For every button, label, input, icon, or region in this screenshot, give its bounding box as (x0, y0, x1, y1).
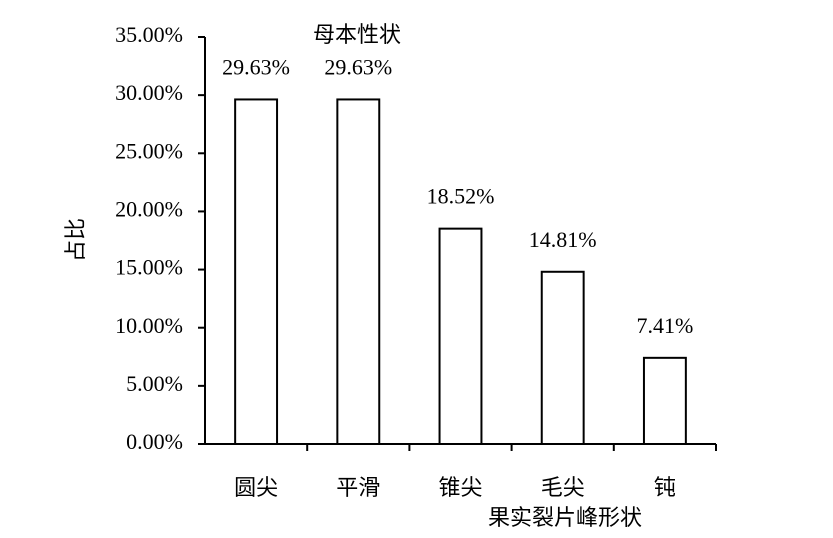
bar (234, 98, 279, 445)
data-label: 29.63% (324, 54, 392, 79)
x-tick-label: 毛尖 (541, 475, 585, 500)
data-label: 14.81% (529, 227, 597, 252)
x-tick-label: 锥尖 (438, 475, 482, 500)
y-tick-label: 30.00% (115, 80, 183, 105)
y-tick-label: 20.00% (115, 196, 183, 221)
y-tick-label: 5.00% (126, 371, 183, 396)
x-tick-label: 平滑 (336, 475, 380, 500)
y-tick-label: 15.00% (115, 255, 183, 280)
chart-title: 母本性状 (313, 22, 401, 47)
y-tick-label: 10.00% (115, 313, 183, 338)
y-tick-label: 35.00% (115, 22, 183, 47)
y-axis-label: 占比 (63, 218, 88, 262)
x-axis-label: 果实裂片峰形状 (488, 505, 642, 530)
bar (336, 98, 381, 445)
y-tick-label: 0.00% (126, 429, 183, 454)
bar (540, 270, 585, 445)
data-label: 29.63% (222, 54, 290, 79)
data-label: 18.52% (427, 184, 495, 209)
y-tick-label: 25.00% (115, 138, 183, 163)
x-tick-label: 圆尖 (234, 475, 278, 500)
data-label: 7.41% (636, 313, 693, 338)
x-tick-label: 钝 (654, 475, 676, 500)
bar (642, 356, 687, 445)
bar (438, 227, 483, 445)
